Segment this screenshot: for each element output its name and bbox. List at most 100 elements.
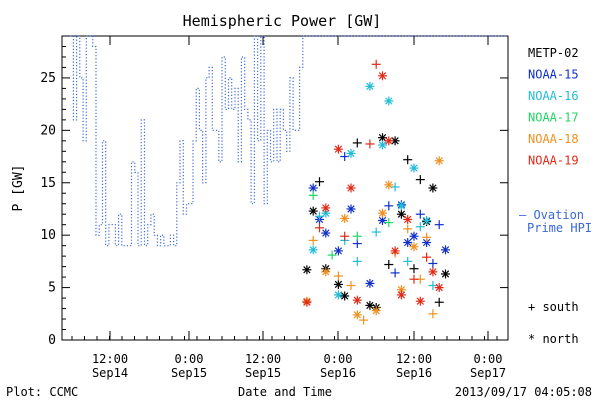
north-point bbox=[333, 144, 343, 154]
north-point bbox=[396, 209, 406, 219]
south-point bbox=[308, 190, 318, 200]
north-point bbox=[340, 213, 350, 223]
south-point bbox=[359, 315, 369, 325]
legend-entry: NOAA-16 bbox=[528, 89, 579, 103]
south-point bbox=[384, 260, 394, 270]
north-point bbox=[434, 283, 444, 293]
north-point bbox=[333, 246, 343, 256]
marker-legend: + south * north bbox=[528, 300, 579, 346]
south-point bbox=[340, 231, 350, 241]
south-point bbox=[428, 280, 438, 290]
south-point bbox=[352, 231, 362, 241]
south-point bbox=[428, 258, 438, 268]
north-point bbox=[409, 231, 419, 241]
y-tick-label: 5 bbox=[48, 281, 56, 296]
y-tick-label: 20 bbox=[40, 123, 56, 138]
south-point bbox=[384, 201, 394, 211]
x-tick-time: 12:00 bbox=[92, 352, 128, 366]
ovation-hpi-series bbox=[70, 35, 508, 247]
y-axis-label: P [GW] bbox=[11, 165, 26, 212]
legend-entry: METP-02 bbox=[528, 46, 579, 60]
north-point bbox=[346, 204, 356, 214]
x-tick-time: 12:00 bbox=[396, 352, 432, 366]
north-point bbox=[403, 214, 413, 224]
south-point bbox=[434, 220, 444, 230]
x-tick-time: 12:00 bbox=[245, 352, 281, 366]
x-tick-date: Sep15 bbox=[245, 366, 281, 380]
north-point bbox=[422, 238, 432, 248]
y-tick-label: 0 bbox=[48, 333, 56, 348]
north-point bbox=[321, 203, 331, 213]
legend: METP-02 NOAA-15 NOAA-16 NOAA-17 NOAA-18 NOAA-… bbox=[528, 46, 579, 168]
north-point bbox=[371, 306, 381, 316]
south-point bbox=[346, 280, 356, 290]
ovation-legend-entry: — Ovation Prime HPI bbox=[519, 208, 592, 235]
north-point bbox=[415, 296, 425, 306]
south-point bbox=[333, 271, 343, 281]
north-point bbox=[396, 201, 406, 211]
north-point bbox=[333, 290, 343, 300]
south-point bbox=[365, 139, 375, 149]
x-tick-date: Sep16 bbox=[320, 366, 356, 380]
south-point bbox=[434, 297, 444, 307]
x-tick-time: 0:00 bbox=[324, 352, 353, 366]
south-point bbox=[315, 223, 324, 233]
legend-entry: NOAA-15 bbox=[528, 68, 579, 82]
x-axis-label: Date and Time bbox=[238, 385, 332, 399]
x-axis: 12:00Sep140:00Sep1512:00Sep150:00Sep1612… bbox=[71, 36, 506, 380]
north-point bbox=[302, 265, 312, 275]
y-tick-label: 15 bbox=[40, 176, 56, 191]
north-point bbox=[428, 267, 438, 277]
north-point bbox=[384, 136, 394, 146]
x-tick-date: Sep15 bbox=[171, 366, 207, 380]
north-point bbox=[346, 183, 356, 193]
north-point bbox=[422, 215, 432, 225]
ovation-step-line bbox=[70, 35, 508, 247]
north-point bbox=[321, 228, 331, 238]
south-point bbox=[403, 256, 413, 266]
x-tick-date: Sep14 bbox=[92, 366, 128, 380]
north-point bbox=[441, 245, 450, 255]
plot-frame bbox=[61, 35, 509, 341]
north-point bbox=[434, 156, 444, 166]
chart-title: Hemispheric Power [GW] bbox=[183, 12, 382, 30]
north-point bbox=[441, 269, 450, 279]
marker-legend-entry: + south bbox=[528, 300, 579, 314]
north-point bbox=[333, 279, 343, 289]
south-point bbox=[352, 256, 362, 266]
legend-entry: NOAA-19 bbox=[528, 154, 579, 168]
satellite-points bbox=[302, 59, 450, 325]
north-point bbox=[428, 183, 438, 193]
north-point bbox=[365, 278, 375, 288]
north-point bbox=[384, 96, 394, 106]
north-point bbox=[346, 148, 356, 158]
north-point bbox=[378, 71, 387, 81]
north-point bbox=[378, 140, 387, 150]
y-tick-label: 10 bbox=[40, 228, 56, 243]
south-point bbox=[403, 224, 413, 234]
south-point bbox=[409, 264, 419, 274]
south-point bbox=[415, 175, 425, 185]
north-point bbox=[302, 297, 312, 307]
x-tick-time: 0:00 bbox=[175, 352, 204, 366]
north-point bbox=[409, 163, 419, 173]
north-point bbox=[365, 81, 375, 91]
north-point bbox=[321, 267, 331, 277]
south-point bbox=[422, 252, 432, 262]
south-point bbox=[409, 274, 419, 284]
south-point bbox=[308, 235, 318, 245]
x-tick-date: Sep17 bbox=[470, 366, 506, 380]
south-point bbox=[428, 309, 438, 319]
north-point bbox=[352, 295, 362, 305]
ovation-legend-line: — Ovation bbox=[519, 208, 584, 222]
south-point bbox=[415, 209, 425, 219]
north-point bbox=[378, 208, 387, 218]
south-point bbox=[371, 227, 381, 237]
x-tick-time: 0:00 bbox=[474, 352, 503, 366]
north-point bbox=[384, 180, 394, 190]
south-point bbox=[352, 138, 362, 148]
y-tick-label: 25 bbox=[40, 71, 56, 86]
legend-entry: NOAA-17 bbox=[528, 111, 579, 125]
